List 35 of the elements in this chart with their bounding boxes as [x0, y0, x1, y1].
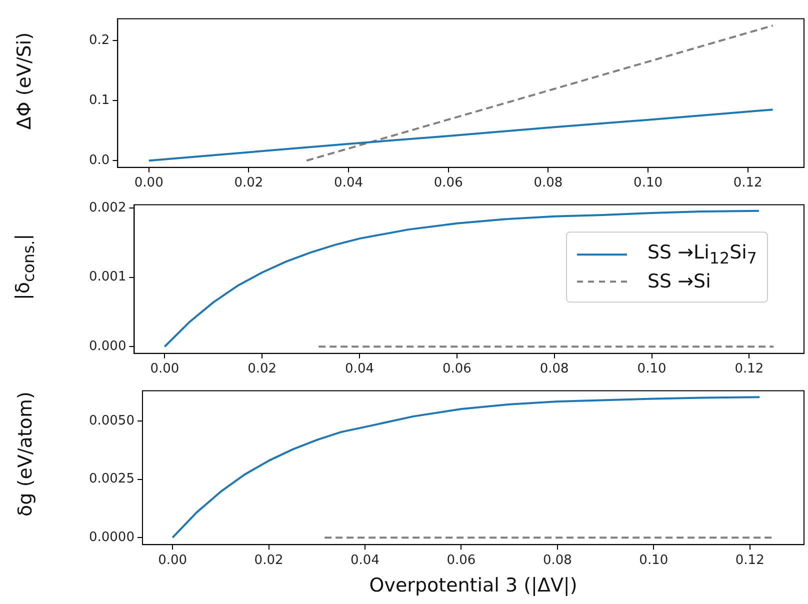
y-tick-label: 0.0 [88, 153, 110, 168]
y-tick-label: 0.0025 [88, 472, 134, 487]
x-tick-label: 0.02 [254, 552, 284, 568]
x-tick-label: 0.08 [540, 362, 569, 377]
x-tick-label: 0.02 [248, 362, 277, 377]
x-tick-label: 0.06 [442, 362, 472, 377]
x-tick-label: 0.04 [350, 552, 380, 568]
legend-label: SS →Si [647, 270, 711, 292]
x-tick-label: 0.04 [334, 176, 364, 191]
y-tick-label: 0.000 [89, 339, 126, 354]
y-tick-label: 0.0000 [88, 530, 134, 545]
y-axis-title: ΔΦ (eV/Si) [14, 32, 36, 130]
x-tick-label: 0.12 [734, 362, 764, 377]
y-tick-label: 0.002 [89, 200, 126, 216]
x-tick-label: 0.02 [234, 176, 264, 191]
y-tick-label: 0.0050 [88, 413, 134, 428]
x-tick-label: 0.10 [637, 362, 666, 377]
legend-label: SS →Li$_{12}$Si$_{7}$ [647, 242, 757, 268]
x-tick-label: 0.00 [158, 552, 188, 568]
x-tick-label: 0.12 [733, 176, 762, 191]
x-tick-label: 0.08 [534, 176, 563, 191]
x-tick-label: 0.04 [345, 362, 374, 377]
x-axis-title: Overpotential 3 (|ΔV|) [369, 574, 578, 597]
x-tick-label: 0.06 [434, 176, 463, 191]
x-tick-label: 0.00 [134, 176, 164, 191]
y-tick-label: 0.001 [89, 270, 126, 285]
y-axis-title: δg (eV/atom) [14, 392, 36, 516]
x-tick-label: 0.06 [446, 552, 476, 568]
x-tick-label: 0.10 [639, 552, 668, 568]
y-tick-label: 0.2 [88, 32, 110, 48]
x-tick-label: 0.12 [735, 552, 764, 568]
y-tick-label: 0.1 [88, 92, 110, 108]
x-tick-label: 0.10 [634, 176, 662, 191]
x-tick-label: 0.00 [150, 362, 180, 377]
x-tick-label: 0.08 [542, 552, 572, 568]
